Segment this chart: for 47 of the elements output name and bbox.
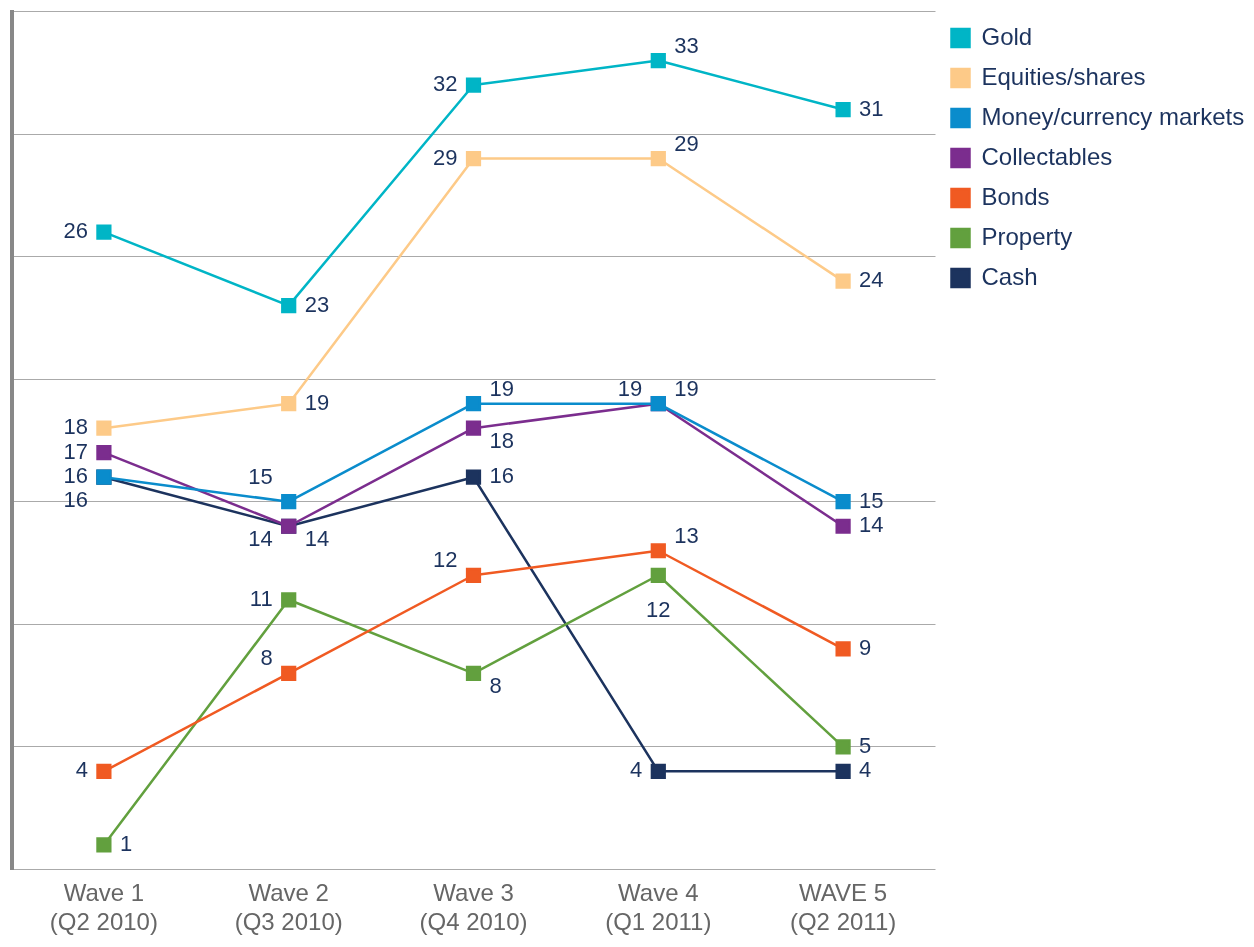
data-label: 8	[489, 673, 502, 699]
data-label: 11	[249, 585, 273, 611]
data-label: 24	[859, 267, 884, 293]
data-label: 16	[489, 463, 514, 489]
data-label: 14	[248, 526, 273, 552]
data-label: 8	[260, 645, 273, 671]
data-label: 12	[433, 547, 458, 573]
data-label: 18	[489, 428, 514, 454]
x-tick-label: Wave 2 (Q3 2010)	[234, 879, 343, 936]
legend-label: Bonds	[981, 182, 1050, 210]
data-label: 15	[248, 463, 273, 489]
data-label: 19	[489, 375, 514, 401]
data-label: 4	[75, 757, 88, 783]
data-label: 19	[674, 375, 699, 401]
x-tick-label: Wave 1 (Q2 2010)	[49, 879, 158, 936]
data-label: 1	[119, 830, 133, 856]
data-label: 16	[63, 487, 88, 513]
data-label: 5	[859, 732, 872, 758]
data-label: 9	[859, 634, 872, 660]
x-tick-label: Wave 4 (Q1 2011)	[605, 879, 712, 936]
data-label: 4	[859, 757, 872, 783]
legend-label: Property	[981, 222, 1073, 250]
data-label: 32	[433, 71, 458, 97]
data-label: 17	[63, 438, 88, 464]
data-label: 16	[63, 463, 88, 489]
data-label: 33	[674, 32, 699, 58]
data-label: 23	[304, 291, 330, 317]
data-label: 14	[859, 512, 884, 538]
x-tick-label: WAVE 5 (Q2 2011)	[789, 879, 897, 936]
data-label: 19	[304, 389, 330, 415]
x-tick-label: Wave 3 (Q4 2010)	[419, 879, 528, 936]
legend-label: Equities/shares	[981, 62, 1146, 90]
data-label: 12	[646, 597, 671, 623]
data-label: 29	[433, 144, 458, 170]
legend-label: Money/currency markets	[981, 102, 1245, 130]
data-label: 31	[859, 95, 884, 121]
data-label: 13	[674, 522, 699, 548]
legend-label: Cash	[981, 262, 1038, 290]
data-label: 18	[63, 414, 88, 440]
data-label: 14	[304, 526, 330, 552]
legend-label: Collectables	[981, 142, 1113, 170]
legend-label: Gold	[981, 22, 1033, 50]
data-label: 15	[859, 487, 884, 513]
data-label: 26	[63, 218, 88, 244]
data-label: 29	[674, 130, 699, 156]
data-label: 19	[617, 375, 643, 401]
data-label: 4	[630, 757, 643, 783]
